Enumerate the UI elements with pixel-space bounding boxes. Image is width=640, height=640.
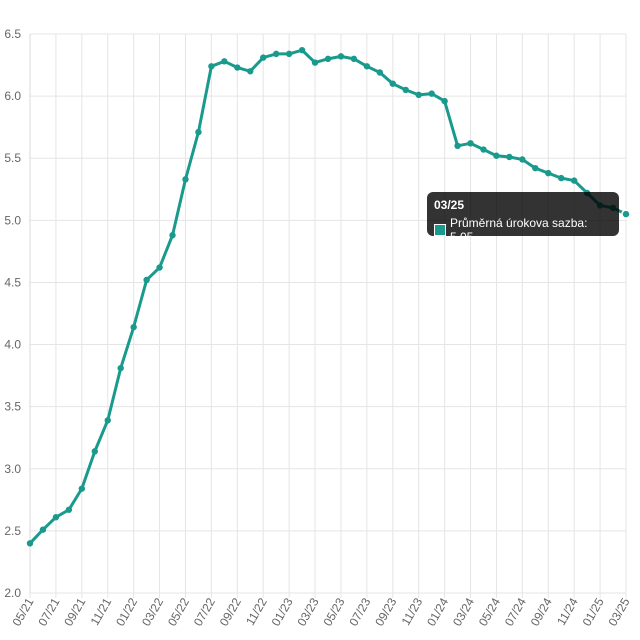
x-tick-label: 03/25 xyxy=(605,595,632,628)
data-point[interactable] xyxy=(428,90,435,97)
tooltip: 03/25 Průměrná úrokova sazba: 5.05 xyxy=(427,192,619,244)
x-tick-label: 01/22 xyxy=(113,595,140,628)
data-point[interactable] xyxy=(441,97,448,105)
y-tick-label: 3.0 xyxy=(4,462,21,476)
x-tick-label: 11/21 xyxy=(88,595,115,628)
series-line xyxy=(28,48,627,545)
y-tick-label: 6.0 xyxy=(4,89,21,103)
x-tick-label: 09/24 xyxy=(528,595,555,628)
data-point[interactable] xyxy=(467,140,474,147)
data-point[interactable] xyxy=(311,59,319,66)
data-point[interactable] xyxy=(519,156,526,163)
tooltip-swatch xyxy=(434,224,446,236)
y-tick-label: 6.5 xyxy=(4,27,21,41)
data-point[interactable] xyxy=(169,232,176,239)
x-tick-label: 09/23 xyxy=(372,595,399,628)
data-point[interactable] xyxy=(480,146,487,153)
data-point[interactable] xyxy=(376,69,384,76)
data-points xyxy=(26,46,631,547)
data-point[interactable] xyxy=(182,176,189,183)
y-tick-label: 5.0 xyxy=(4,213,21,227)
y-tick-label: 2.5 xyxy=(4,524,21,538)
data-point[interactable] xyxy=(260,54,267,61)
data-point[interactable] xyxy=(221,58,228,65)
data-point[interactable] xyxy=(337,53,345,60)
data-point[interactable] xyxy=(621,209,631,219)
x-tick-label: 11/22 xyxy=(243,595,270,628)
x-tick-label: 01/24 xyxy=(424,595,451,628)
data-point[interactable] xyxy=(272,50,280,58)
x-tick-label: 01/23 xyxy=(269,595,296,628)
data-point[interactable] xyxy=(234,64,241,71)
x-tick-label: 09/21 xyxy=(61,595,88,628)
data-point[interactable] xyxy=(65,506,73,513)
y-tick-label: 4.5 xyxy=(4,275,21,289)
data-point[interactable] xyxy=(350,55,358,63)
x-tick-label: 05/24 xyxy=(476,595,503,628)
x-tick-label: 07/24 xyxy=(502,595,529,628)
data-point[interactable] xyxy=(298,46,306,54)
x-tick-label: 11/23 xyxy=(399,595,426,628)
data-point[interactable] xyxy=(285,50,293,58)
x-tick-label: 09/22 xyxy=(217,595,244,628)
data-point[interactable] xyxy=(570,177,578,184)
data-point[interactable] xyxy=(78,485,86,492)
tooltip-label: Průměrná úrokova sazba: 5.05 xyxy=(450,216,588,244)
x-tick-label: 03/23 xyxy=(295,595,322,628)
data-point[interactable] xyxy=(195,128,202,136)
x-tick-label: 07/22 xyxy=(191,595,218,628)
data-point[interactable] xyxy=(389,80,396,87)
data-point[interactable] xyxy=(402,86,409,94)
x-tick-label: 01/25 xyxy=(580,595,607,628)
y-tick-label: 3.5 xyxy=(4,400,21,414)
data-point[interactable] xyxy=(363,63,371,70)
data-point[interactable] xyxy=(26,540,34,547)
data-point[interactable] xyxy=(493,152,500,159)
data-point[interactable] xyxy=(117,364,124,372)
data-point[interactable] xyxy=(52,514,60,521)
data-point[interactable] xyxy=(39,526,47,533)
y-tick-label: 2.0 xyxy=(4,586,21,600)
x-tick-label: 07/23 xyxy=(346,595,373,628)
data-point[interactable] xyxy=(91,448,98,455)
x-tick-label: 05/23 xyxy=(320,595,347,628)
data-point[interactable] xyxy=(558,174,565,182)
y-axis-ticks: 2.0 2.5 3.0 3.5 4.0 4.5 5.0 5.5 6.0 6.5 xyxy=(4,27,21,600)
data-point[interactable] xyxy=(545,169,552,177)
data-point[interactable] xyxy=(143,276,150,284)
data-point[interactable] xyxy=(104,417,111,424)
data-point[interactable] xyxy=(454,142,461,149)
x-tick-label: 05/21 xyxy=(9,595,36,628)
grid xyxy=(29,33,627,598)
data-point[interactable] xyxy=(156,264,163,271)
y-tick-label: 4.0 xyxy=(4,338,21,352)
x-tick-label: 11/24 xyxy=(554,595,581,628)
y-tick-label: 5.5 xyxy=(4,151,21,165)
data-point[interactable] xyxy=(324,55,332,63)
data-point[interactable] xyxy=(208,63,215,70)
x-tick-label: 03/24 xyxy=(450,595,477,628)
x-tick-label: 05/22 xyxy=(165,595,192,628)
x-tick-label: 03/22 xyxy=(139,595,166,628)
data-point[interactable] xyxy=(247,68,254,75)
data-point[interactable] xyxy=(532,164,539,172)
tooltip-title: 03/25 xyxy=(434,198,465,212)
data-point[interactable] xyxy=(130,323,137,331)
data-point[interactable] xyxy=(506,153,513,161)
data-point[interactable] xyxy=(415,91,422,99)
tooltip-body: Průměrná úrokova sazba: 5.05 xyxy=(434,216,612,244)
x-tick-label: 07/21 xyxy=(35,595,62,628)
